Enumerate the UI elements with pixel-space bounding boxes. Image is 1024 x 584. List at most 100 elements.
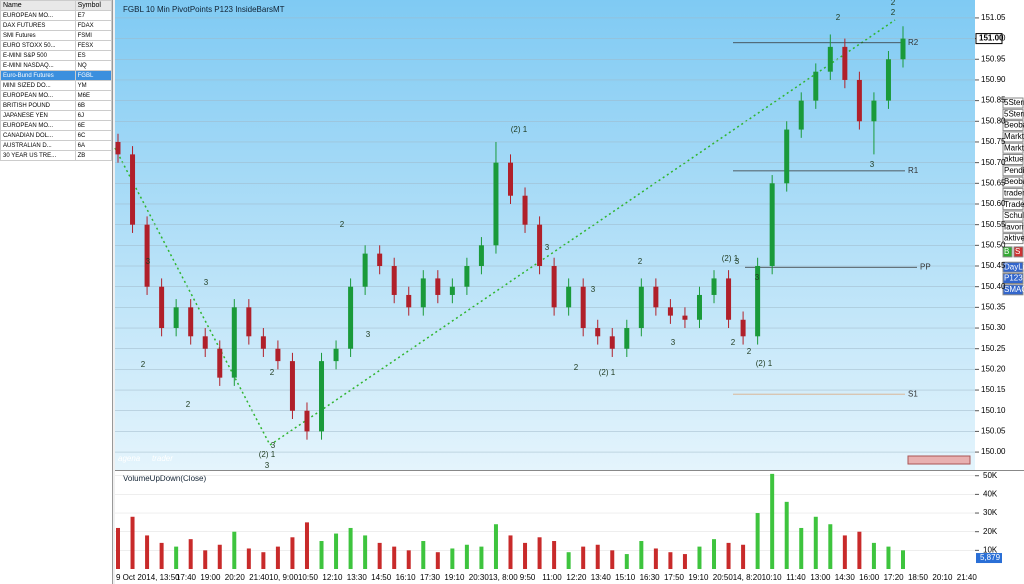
swing-label: (2) 1 [511,125,528,134]
volume-bar [392,546,397,569]
x-tick-label: 12:20 [566,573,587,582]
volume-bar [566,552,571,569]
volume-bar [581,546,586,569]
side-button-label: B [1004,247,1009,256]
candle-body [842,46,848,80]
y-tick-label: 150.10 [981,406,1006,415]
volume-bar [682,554,687,569]
candle-body [159,286,165,329]
side-button[interactable] [1002,165,1024,177]
volume-bar [712,539,717,569]
x-tick-label: 14, 8:20 [733,573,762,582]
candle-body [144,224,150,287]
side-button-label: 5Stern [1004,109,1024,118]
x-tick-label: 9:50 [520,573,536,582]
candle-body [246,307,252,337]
candle-body [566,286,572,308]
last-volume-label: 5,879 [980,553,1001,562]
y-tick-label: 151.05 [981,13,1006,22]
candle-body [638,286,644,329]
side-button[interactable] [1002,108,1024,120]
volume-bar [188,539,193,569]
side-button-label: Schule [1004,211,1024,220]
swing-label: 3 [755,273,760,282]
volume-bar [508,535,513,569]
volume-bar [857,531,862,569]
side-button[interactable] [1002,261,1024,273]
volume-bar [304,522,309,569]
chart-header: FGBL 10 Min PivotPoints P123 InsideBarsM… [123,5,285,14]
side-button[interactable] [1002,273,1024,284]
candle-body [784,129,790,184]
x-tick-label: 11:00 [542,573,562,582]
volume-bar [232,531,237,569]
side-button[interactable] [1002,187,1024,199]
candle-body [798,100,804,130]
swing-label: 3 [265,461,270,470]
side-button[interactable] [1002,210,1024,222]
candle-body [769,183,775,267]
y-tick-label: 150.85 [981,96,1006,105]
side-button[interactable] [1013,246,1024,258]
swing-label: (2) 1 [756,359,773,368]
y-tick-label: 150.65 [981,178,1006,187]
candle-body [333,348,339,362]
price-panel [115,0,975,470]
swing-label: 2 [747,347,752,356]
y-tick-label: 150.95 [981,54,1006,63]
x-tick-label: 14:50 [371,573,392,582]
y-tick-label: 150.30 [981,323,1006,332]
side-button[interactable] [1002,199,1024,211]
side-button-label: aktive [1004,234,1024,243]
side-button[interactable] [1002,284,1024,296]
candle-body [435,278,441,295]
x-tick-label: 13:40 [591,573,612,582]
last-price-box [975,33,1003,45]
candle-body [696,294,702,320]
swing-label: 2 [891,8,896,17]
candle-body [377,253,383,267]
volume-bar [261,552,266,569]
logo: agena [118,454,141,463]
volume-bar [653,548,658,569]
candle-body [188,307,194,337]
swing-label: 3 [545,243,550,252]
side-button[interactable] [1002,142,1024,154]
volume-bar [217,544,222,569]
side-button-label: DayLir [1004,262,1024,271]
pivot-label: PP [920,262,931,271]
watchlist-row[interactable]: 30 YEAR US TRE... ZB [0,150,113,161]
swing-label: 3 [271,441,276,450]
volume-bar [406,550,411,569]
candle-body [231,307,237,378]
side-button[interactable] [1002,221,1024,233]
volume-bar [871,542,876,569]
y-tick-label: 150.20 [981,364,1006,373]
y-tick-label: 20K [983,527,998,536]
x-tick-label: 16:00 [859,573,880,582]
candle-body [711,278,717,295]
volume-bar [334,533,339,569]
pivot-label: R2 [908,38,919,47]
side-button[interactable] [1002,154,1024,165]
candle-body [609,336,615,349]
side-button[interactable] [1002,246,1013,258]
last-price-label: 151.00 [979,34,1004,43]
candle-body [260,336,266,349]
side-button[interactable] [1002,233,1024,245]
candle-body [595,328,601,337]
x-tick-label: 20:10 [932,573,953,582]
side-button[interactable] [1002,176,1024,188]
trendline [114,147,271,446]
volume-bar [828,524,833,569]
side-button[interactable] [1002,120,1024,132]
side-button-label: Marktv [1004,132,1024,141]
volume-bar [901,550,905,569]
side-button[interactable] [1002,131,1024,143]
volume-bar [116,527,120,569]
volume-bar [552,541,557,569]
x-tick-label: 9 Oct 2014, 13:50 [116,573,180,582]
side-button[interactable] [1002,97,1024,109]
